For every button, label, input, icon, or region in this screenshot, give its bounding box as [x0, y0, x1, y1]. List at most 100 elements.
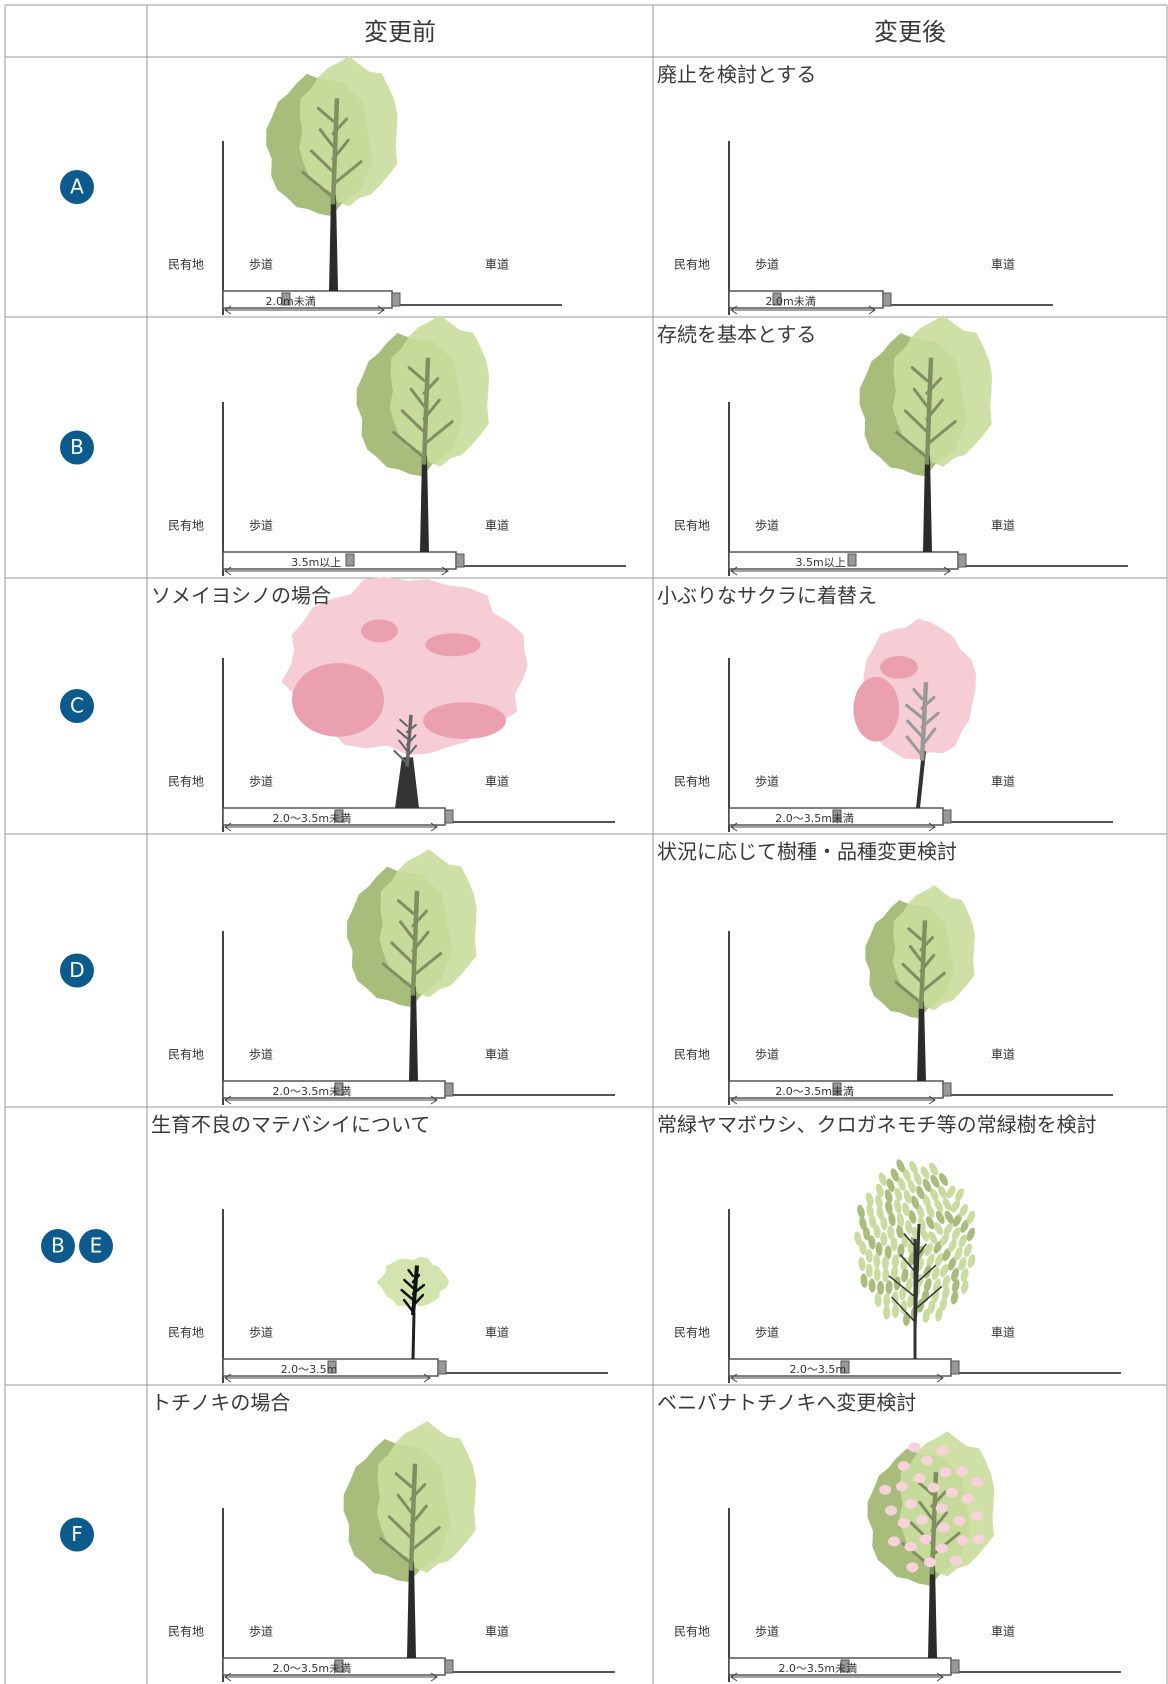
crown-light: [389, 315, 490, 467]
leaf: [891, 1254, 900, 1269]
leaf: [935, 1211, 945, 1224]
blossom: [921, 1455, 934, 1466]
sidewalk-label: 歩道: [249, 1047, 273, 1062]
leaf: [894, 1187, 903, 1202]
sidewalk-label: 歩道: [249, 774, 273, 789]
blossom: [919, 1534, 932, 1545]
leaf: [888, 1212, 896, 1227]
width-label: 2.0〜3.5m: [281, 1363, 338, 1376]
blossom: [879, 1484, 892, 1495]
branch: [394, 1472, 413, 1488]
block: [840, 1659, 850, 1673]
blossom-shade: [853, 676, 899, 742]
blossom: [908, 1442, 921, 1453]
branch: [408, 1463, 418, 1571]
sidewalk-label: 歩道: [755, 257, 779, 272]
leaf: [883, 1293, 891, 1308]
leaf: [933, 1222, 943, 1235]
branch: [905, 703, 924, 720]
sidewalk-label: 歩道: [755, 1047, 779, 1062]
branch: [912, 387, 929, 408]
curb: [391, 292, 401, 307]
trunk: [329, 195, 338, 291]
leaf: [942, 1275, 951, 1289]
leaf: [866, 1203, 874, 1218]
cell-after: 2.0m未満 民有地 歩道 車道 廃止を検討とする: [657, 63, 1053, 315]
sidewalk-label: 歩道: [249, 257, 273, 272]
private-land-label: 民有地: [674, 1048, 710, 1062]
leaf: [960, 1268, 969, 1282]
width-label: 2.0〜3.5m未満: [272, 1662, 351, 1675]
sidewalk-label: 歩道: [755, 1624, 779, 1639]
branch: [398, 739, 408, 752]
trunk: [407, 1561, 416, 1658]
width-label: 3.5m以上: [795, 556, 845, 569]
branch: [916, 1480, 934, 1496]
trunk: [928, 1565, 937, 1658]
roadway-label: 車道: [485, 1625, 509, 1639]
blossom: [939, 1467, 952, 1478]
leaf: [928, 1231, 938, 1245]
branch: [901, 962, 923, 984]
curb: [455, 553, 465, 568]
roadway-label: 車道: [485, 1326, 509, 1340]
crown-light: [892, 315, 993, 467]
leaf: [942, 1286, 950, 1301]
width-label: 2.0m未満: [265, 295, 315, 308]
leaf: [875, 1183, 884, 1198]
cell-after: 2.0〜3.5m未満 民有地 歩道 車道 状況に応じて樹種・品種変更検討: [657, 840, 1113, 1105]
roadway-label: 車道: [485, 775, 509, 789]
leaf: [897, 1243, 905, 1258]
cell-caption: 小ぶりなサクラに着替え: [657, 584, 877, 608]
branch: [407, 366, 426, 382]
blossom: [888, 1536, 901, 1547]
badge-letter: B: [70, 435, 84, 459]
leaf: [928, 1299, 936, 1314]
sidewalk-label: 歩道: [249, 518, 273, 533]
roadway-label: 車道: [485, 519, 509, 533]
curb: [957, 553, 967, 568]
curb: [444, 809, 454, 824]
leaf: [942, 1248, 951, 1262]
leaf: [873, 1224, 881, 1239]
leaf: [884, 1245, 892, 1260]
leaf: [937, 1185, 947, 1199]
blossom: [955, 1466, 968, 1477]
leaf: [923, 1278, 932, 1292]
badge-circle: [60, 430, 94, 465]
branch: [316, 106, 335, 123]
badge-circle: [60, 1517, 94, 1552]
block: [334, 1082, 344, 1096]
block: [334, 809, 344, 823]
private-land-label: 民有地: [674, 775, 710, 789]
leaf: [903, 1189, 912, 1204]
block: [345, 553, 355, 567]
trunk: [395, 757, 419, 808]
sidewalk-label: 歩道: [755, 518, 779, 533]
blossom: [936, 1445, 949, 1456]
trunk: [917, 1001, 926, 1081]
leaf: [883, 1305, 891, 1320]
branch: [912, 687, 924, 701]
private-land-label: 民有地: [674, 258, 710, 272]
badge-letter: C: [70, 694, 84, 718]
leaf: [881, 1256, 889, 1271]
branch: [925, 420, 957, 447]
roadway-label: 車道: [991, 1625, 1015, 1639]
leaf: [873, 1267, 881, 1282]
leaf: [868, 1214, 877, 1229]
branch: [910, 366, 929, 382]
badge-circle: [41, 1229, 75, 1263]
leaf: [878, 1172, 887, 1186]
curb: [942, 1082, 952, 1097]
blossom-shade: [425, 633, 481, 657]
leaf: [934, 1199, 944, 1213]
leaf: [885, 1280, 893, 1295]
leaf: [896, 1212, 905, 1227]
cell-caption: ソメイヨシノの場合: [151, 584, 331, 608]
branch: [405, 714, 413, 767]
leaf: [884, 1189, 893, 1204]
blossom-shade: [361, 619, 398, 643]
cell-after: 2.0〜3.5m未満 民有地 歩道 車道 小ぶりなサクラに着替え: [657, 584, 1113, 832]
